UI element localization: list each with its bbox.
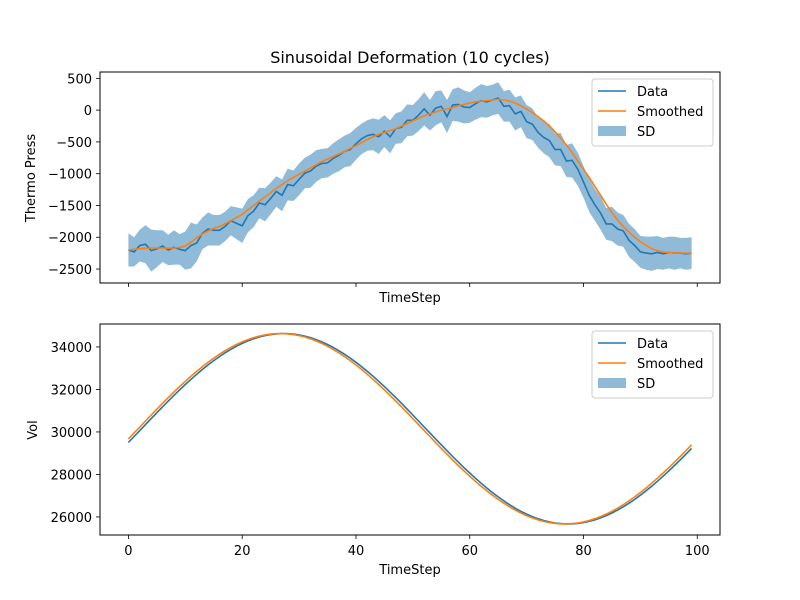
x-tick-label: 100	[685, 544, 710, 559]
y-tick-label: 32000	[51, 383, 92, 398]
thermo-press-legend: Data Smoothed SD	[591, 78, 714, 147]
vol-ticks: 0 20 40 60 80 100 34000 32000 30000 28000 26000	[51, 341, 710, 559]
y-tick-label: −2000	[48, 231, 92, 246]
data-series-line	[128, 97, 692, 255]
y-tick-label: 30000	[51, 426, 92, 441]
y-tick-label: −500	[56, 136, 92, 151]
legend-smoothed-label: Smoothed	[637, 357, 703, 372]
y-tick-label: 26000	[51, 511, 92, 526]
vol-legend: Data Smoothed SD	[591, 330, 714, 399]
smoothed-series-line	[128, 98, 692, 254]
sd-band	[128, 82, 692, 272]
y-tick-label: −1000	[48, 168, 92, 183]
x-tick-label: 80	[575, 544, 592, 559]
legend-sd-label: SD	[637, 377, 655, 392]
y-tick-label: 34000	[51, 341, 92, 356]
y-tick-label: −1500	[48, 199, 92, 214]
legend-sd-swatch	[598, 126, 626, 136]
legend-sd-label: SD	[637, 125, 655, 140]
x-tick-label: 0	[124, 544, 132, 559]
smoothed-series-line	[127, 332, 693, 525]
vol-y-label: Vol	[26, 420, 41, 439]
data-series-line	[127, 332, 693, 525]
chart-title: Sinusoidal Deformation (10 cycles)	[270, 48, 550, 67]
thermo-press-y-label: Thermo Press	[24, 134, 39, 223]
vol-chart: 0 20 40 60 80 100 34000 32000 30000 28000 26000 Ti…	[26, 323, 721, 578]
x-tick-label: 60	[461, 544, 478, 559]
x-tick-label: 40	[348, 544, 365, 559]
legend-sd-swatch	[598, 378, 626, 388]
thermo-press-chart: Sinusoidal Deformation (10 cycles) 500 0 −…	[24, 48, 721, 306]
vol-plot-area	[127, 332, 693, 525]
vol-x-label: TimeStep	[378, 563, 440, 578]
thermo-press-axes-frame	[99, 71, 721, 284]
legend-data-label: Data	[637, 337, 668, 352]
y-tick-label: −2500	[48, 263, 92, 278]
thermo-press-x-label: TimeStep	[378, 291, 440, 306]
legend-data-label: Data	[637, 85, 668, 100]
y-tick-label: 28000	[51, 468, 92, 483]
thermo-press-plot-area	[128, 82, 692, 272]
legend-smoothed-label: Smoothed	[637, 105, 703, 120]
vol-axes-frame	[99, 323, 721, 536]
thermo-press-ticks: 500 0 −500 −1000 −1500 −2000 −2500	[48, 72, 698, 287]
x-tick-label: 20	[234, 544, 251, 559]
y-tick-label: 500	[67, 72, 92, 87]
y-tick-label: 0	[84, 104, 92, 119]
